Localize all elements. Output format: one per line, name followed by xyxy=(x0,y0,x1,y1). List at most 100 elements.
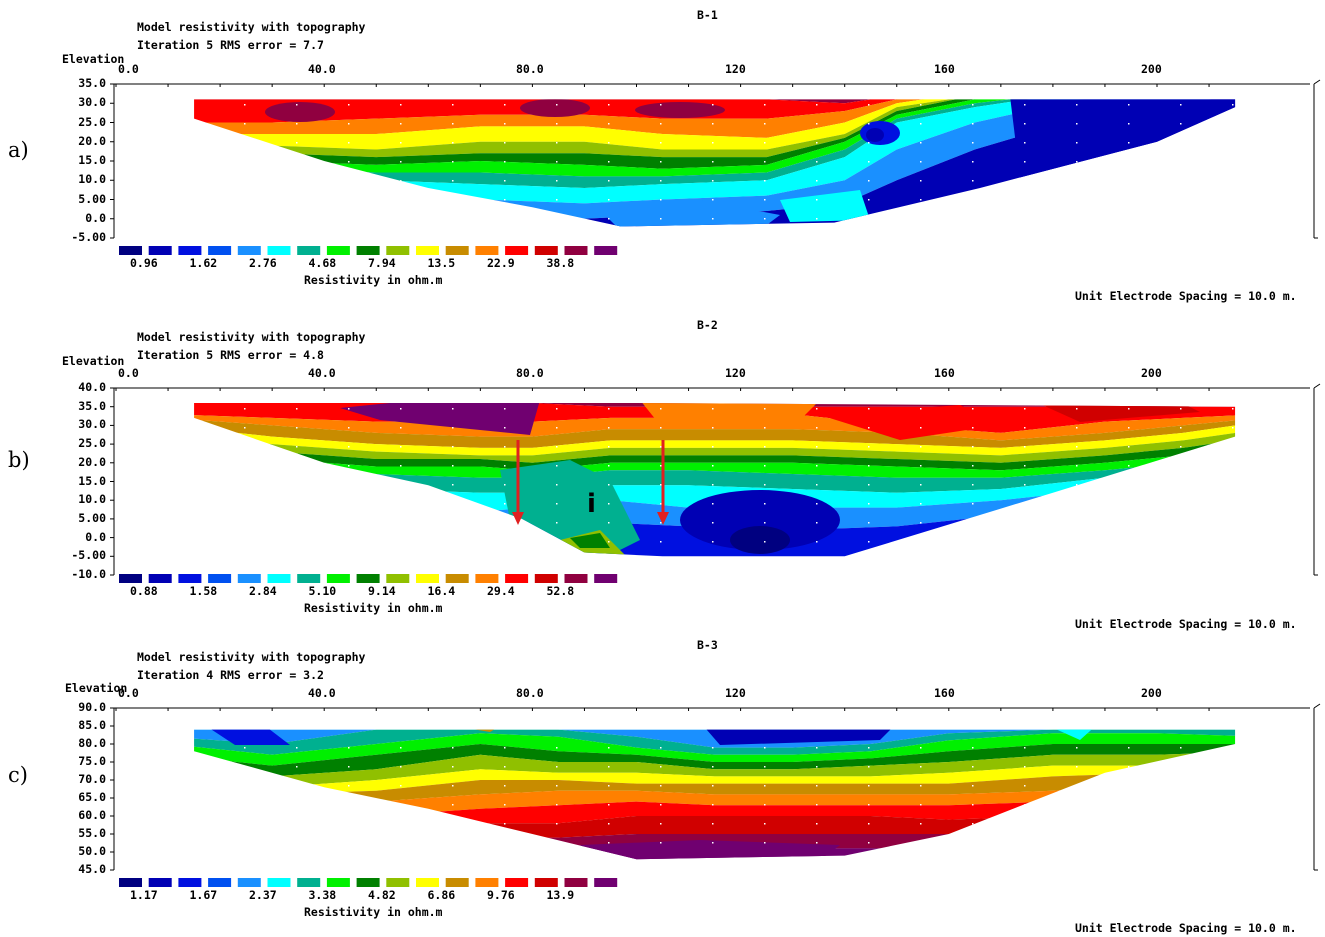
model-node xyxy=(1180,804,1182,806)
model-node xyxy=(764,747,766,749)
model-node xyxy=(1128,408,1130,410)
model-node xyxy=(348,446,350,448)
model-node xyxy=(192,484,194,486)
model-node xyxy=(1076,161,1078,163)
model-node xyxy=(920,541,922,543)
model-node xyxy=(972,104,974,106)
spacing-note: Unit Electrode Spacing = 10.0 m. xyxy=(1075,617,1297,631)
resistivity-band xyxy=(194,421,1236,456)
y-tick-label: 85.0 xyxy=(78,718,106,732)
model-node xyxy=(1024,446,1026,448)
model-node xyxy=(400,180,402,182)
model-node xyxy=(1128,123,1130,125)
model-node xyxy=(504,842,506,844)
model-node xyxy=(1024,484,1026,486)
model-node xyxy=(1180,408,1182,410)
x-tick-label: 80.0 xyxy=(516,366,544,380)
legend-value: 2.76 xyxy=(249,256,277,270)
model-node xyxy=(1232,861,1234,863)
model-node xyxy=(712,237,714,239)
y-tick-label: 50.0 xyxy=(78,844,106,858)
model-node xyxy=(1180,503,1182,505)
model-node xyxy=(1076,408,1078,410)
resistivity-band xyxy=(194,99,1236,150)
legend-swatch xyxy=(267,574,291,583)
resistivity-band xyxy=(194,751,1236,788)
model-node xyxy=(712,446,714,448)
y-tick-label: -10.0 xyxy=(71,567,106,581)
x-tick-label: 160 xyxy=(934,62,955,76)
model-node xyxy=(244,522,246,524)
model-node xyxy=(296,861,298,863)
model-node xyxy=(868,180,870,182)
legend-value: 16.4 xyxy=(427,584,456,598)
model-node xyxy=(608,541,610,543)
model-node xyxy=(140,218,142,220)
model-node xyxy=(556,180,558,182)
model-node xyxy=(504,465,506,467)
model-node xyxy=(192,465,194,467)
model-node xyxy=(556,104,558,106)
model-node xyxy=(400,104,402,106)
model-node xyxy=(348,123,350,125)
model-node xyxy=(1128,861,1130,863)
resistivity-band xyxy=(194,402,1236,433)
model-node xyxy=(972,446,974,448)
model-node xyxy=(972,823,974,825)
model-node xyxy=(140,199,142,201)
resistivity-band xyxy=(194,733,1236,766)
model-node xyxy=(400,728,402,730)
model-node xyxy=(452,785,454,787)
legend-swatch xyxy=(178,878,202,887)
model-node xyxy=(1180,465,1182,467)
model-node xyxy=(712,804,714,806)
model-title: Model resistivity with topography xyxy=(137,20,366,34)
model-node xyxy=(1024,104,1026,106)
resistivity-band xyxy=(194,744,1236,777)
model-node xyxy=(296,199,298,201)
model-node xyxy=(920,161,922,163)
model-node xyxy=(920,861,922,863)
spacing-note: Unit Electrode Spacing = 10.0 m. xyxy=(1075,921,1297,935)
resistivity-blob xyxy=(430,729,510,732)
legend-swatch xyxy=(475,878,499,887)
model-node xyxy=(192,804,194,806)
model-node xyxy=(556,766,558,768)
model-node xyxy=(972,861,974,863)
model-node xyxy=(504,503,506,505)
model-node xyxy=(1232,728,1234,730)
model-node xyxy=(400,747,402,749)
model-node xyxy=(1128,804,1130,806)
legend-swatch xyxy=(148,574,172,583)
model-node xyxy=(972,427,974,429)
model-node xyxy=(868,446,870,448)
model-node xyxy=(712,766,714,768)
model-node xyxy=(348,823,350,825)
model-node xyxy=(452,541,454,543)
model-node xyxy=(296,123,298,125)
model-node xyxy=(348,522,350,524)
iteration-label: Iteration 5 RMS error = 7.7 xyxy=(137,38,324,52)
model-node xyxy=(764,503,766,505)
model-node xyxy=(556,804,558,806)
model-node xyxy=(1232,823,1234,825)
model-node xyxy=(920,427,922,429)
model-node xyxy=(1076,218,1078,220)
legend-value: 3.38 xyxy=(308,888,337,902)
model-node xyxy=(868,560,870,562)
y-tick-label: 0.0 xyxy=(85,210,106,225)
y-tick-label: -5.00 xyxy=(71,548,106,563)
legend-swatch xyxy=(594,246,618,255)
model-node xyxy=(608,560,610,562)
model-node xyxy=(920,785,922,787)
model-node xyxy=(504,427,506,429)
model-node xyxy=(452,842,454,844)
model-node xyxy=(452,503,454,505)
model-node xyxy=(192,180,194,182)
model-node xyxy=(348,861,350,863)
model-node xyxy=(1024,541,1026,543)
model-node xyxy=(868,766,870,768)
model-node xyxy=(660,522,662,524)
model-node xyxy=(556,522,558,524)
model-node xyxy=(556,465,558,467)
